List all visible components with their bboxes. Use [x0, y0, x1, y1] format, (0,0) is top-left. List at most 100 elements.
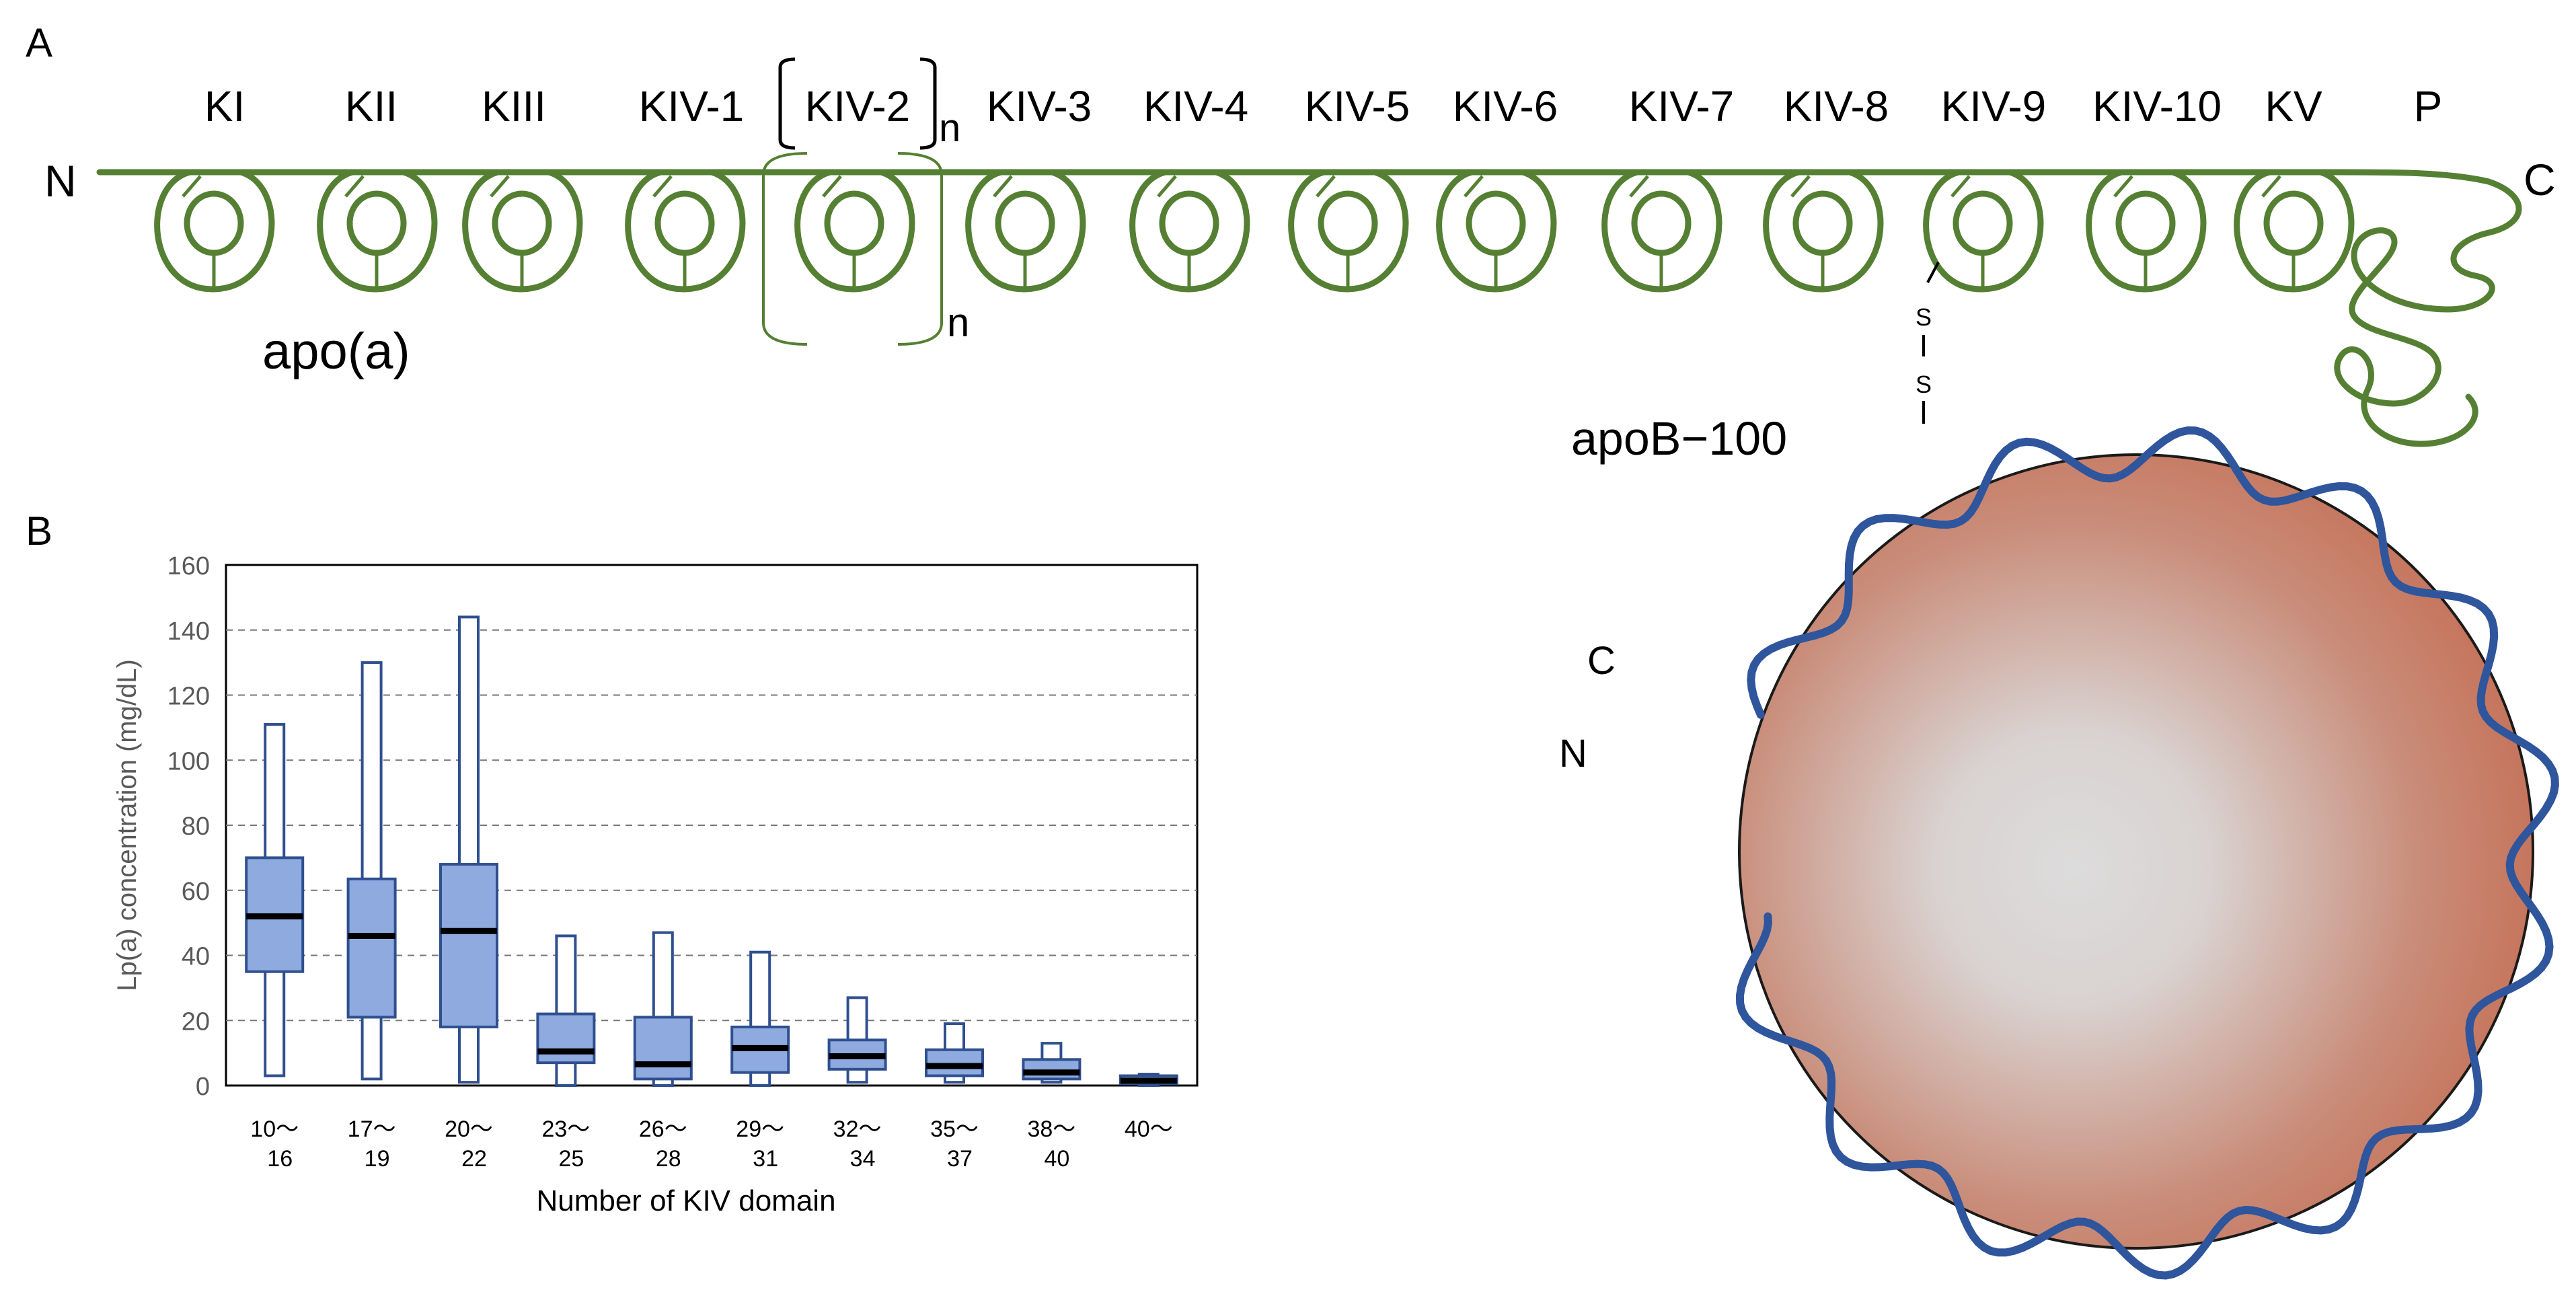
- x-tick-label-8-1: 40: [1044, 1146, 1069, 1172]
- domain-label-kv: KV: [2265, 82, 2322, 130]
- domain-label-kiv-1: KIV-1: [639, 82, 745, 130]
- x-tick-label-5-1: 31: [753, 1146, 778, 1172]
- apob-n-terminus: N: [1559, 732, 1587, 775]
- kiv2-label-bracket-right: [919, 57, 937, 150]
- domain-label-kiv-4: KIV-4: [1143, 82, 1249, 130]
- apob-c-terminus: C: [1587, 639, 1616, 683]
- domain-label-kii: KII: [345, 82, 397, 130]
- kringle-kiv-4: [1129, 169, 1250, 293]
- kringle-kiv-1: [625, 169, 746, 293]
- domain-label-kiii: KIII: [482, 82, 546, 130]
- y-tick-label-160: 160: [167, 552, 210, 580]
- domain-label-kiv-7: KIV-7: [1629, 82, 1735, 130]
- box-7: [925, 1022, 984, 1084]
- panel-a-label: A: [26, 20, 52, 65]
- domain-label-ki: KI: [204, 82, 245, 130]
- y-tick-label-140: 140: [167, 617, 210, 646]
- x-tick-label-4-1: 28: [656, 1146, 681, 1172]
- y-tick-label-60: 60: [182, 878, 210, 906]
- kringle-kiv-6: [1436, 169, 1557, 293]
- x-tick-label-0-0: 10～: [250, 1116, 299, 1142]
- x-tick-label-7-0: 35～: [930, 1116, 979, 1142]
- iqr-box-4: [633, 1016, 693, 1081]
- apob-100-strand: [1735, 426, 2559, 1280]
- x-tick-label-4-0: 26～: [639, 1116, 687, 1142]
- x-tick-label-3-1: 25: [558, 1146, 584, 1172]
- kiv2-repeat-bracket-right: [897, 152, 943, 346]
- kringle-kiv-3: [965, 169, 1086, 293]
- y-tick-label-80: 80: [182, 812, 210, 841]
- box-2: [439, 615, 498, 1084]
- kringle-kiv-7: [1601, 169, 1722, 293]
- repeat-n-label: n: [939, 106, 960, 150]
- x-tick-label-7-1: 37: [947, 1146, 973, 1172]
- apoa-label: apo(a): [262, 323, 410, 380]
- chart-x-tick-labels: 10～ 16 17～ 19 20～ 22 23～ 25 26～ 28 29～ 31 32～ 34 35～ 37…: [250, 1116, 1172, 1172]
- y-tick-label-120: 120: [167, 683, 210, 711]
- disulfide-bond-line-1: [1926, 262, 1940, 283]
- domain-label-kiv-8: KIV-8: [1784, 82, 1889, 130]
- box-3: [536, 934, 596, 1087]
- chart-boxes: [245, 615, 1178, 1087]
- iqr-box-1: [346, 877, 397, 1019]
- domain-label-kiv-9: KIV-9: [1941, 82, 2047, 130]
- apob-label: apoB−100: [1571, 412, 1787, 465]
- chart-y-tick-labels: 0 20 40 60 80 100 120 140 160: [167, 552, 210, 1101]
- iqr-box-7: [925, 1048, 984, 1077]
- disulfide-s-1: S: [1916, 303, 1932, 331]
- kringle-ki: [154, 169, 275, 293]
- x-tick-label-9-0: 40～: [1125, 1116, 1173, 1142]
- disulfide-s-2: S: [1916, 371, 1932, 398]
- domain-label-kiv-2: KIV-2: [805, 82, 911, 130]
- box-1: [346, 661, 397, 1081]
- domain-label-kiv-5: KIV-5: [1305, 82, 1410, 130]
- protease-domain: [2334, 169, 2522, 447]
- chart-x-axis-label: Number of KIV domain: [536, 1184, 835, 1217]
- iqr-box-2: [439, 863, 498, 1028]
- kringle-kii: [317, 169, 438, 293]
- kringle-kv: [2234, 169, 2355, 293]
- x-tick-label-8-0: 38～: [1027, 1116, 1075, 1142]
- repeat-n-bottom-label: n: [947, 300, 969, 345]
- apoa-n-terminus: N: [44, 156, 77, 206]
- box-4: [633, 931, 693, 1087]
- iqr-box-8: [1022, 1058, 1082, 1081]
- y-tick-label-40: 40: [182, 943, 210, 971]
- domain-label-p: P: [2414, 82, 2443, 130]
- panel-b-label: B: [26, 508, 52, 554]
- y-tick-label-20: 20: [182, 1008, 210, 1036]
- domain-label-kiv-10: KIV-10: [2092, 82, 2222, 130]
- domain-label-kiv-3: KIV-3: [987, 82, 1092, 130]
- apoa-chain: [96, 169, 2522, 447]
- kiv2-repeat-bracket-left: [762, 152, 808, 346]
- x-tick-label-6-1: 34: [850, 1146, 876, 1172]
- box-5: [730, 950, 790, 1087]
- x-tick-label-3-0: 23～: [541, 1116, 590, 1142]
- domain-labels: KI KII KIII KIV-1 KIV-2 KIV-3 KIV-4 KIV-5 KIV-6 K…: [204, 82, 2443, 130]
- ldl-particle: [1738, 453, 2534, 1250]
- domain-label-kiv-6: KIV-6: [1453, 82, 1558, 130]
- box-9: [1119, 1073, 1178, 1087]
- y-tick-label-0: 0: [196, 1073, 210, 1101]
- x-tick-label-1-0: 17～: [348, 1116, 396, 1142]
- x-tick-label-6-0: 32～: [833, 1116, 882, 1142]
- apoa-c-terminus: C: [2524, 155, 2556, 204]
- box-0: [245, 723, 305, 1077]
- kiv2-label-bracket-left: [778, 57, 796, 150]
- y-tick-label-100: 100: [167, 747, 210, 775]
- x-tick-label-1-1: 19: [365, 1146, 390, 1172]
- x-tick-label-5-0: 29～: [736, 1116, 784, 1142]
- x-tick-label-2-1: 22: [461, 1146, 487, 1172]
- kringle-kiv-10: [2086, 169, 2207, 293]
- kringle-kiv-5: [1288, 169, 1409, 293]
- kringle-kiv-8: [1763, 169, 1884, 293]
- kringle-kiv-9: [1923, 169, 2044, 293]
- kringle-kiv-2: [794, 169, 915, 293]
- kringle-kiii: [462, 169, 583, 293]
- iqr-box-3: [536, 1012, 596, 1065]
- box-8: [1022, 1042, 1082, 1084]
- box-6: [827, 996, 887, 1084]
- chart-y-axis-label: Lp(a) concentration (mg/dL): [112, 659, 142, 991]
- x-tick-label-2-0: 20～: [445, 1116, 493, 1142]
